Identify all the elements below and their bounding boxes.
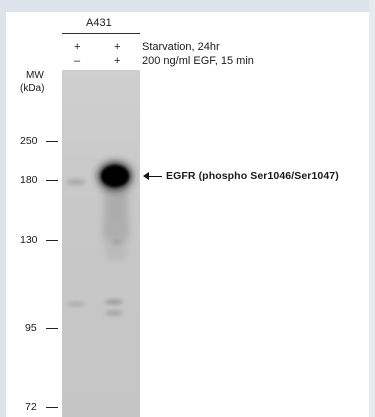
mw-tick-95 bbox=[46, 328, 58, 329]
starvation-condition-label: Starvation, 24hr bbox=[142, 41, 220, 53]
mw-tick-180 bbox=[46, 180, 58, 181]
mw-unit: (kDa) bbox=[20, 83, 45, 94]
egfr-band bbox=[101, 165, 129, 187]
cell-line-underline bbox=[62, 33, 140, 34]
mw-title: MW bbox=[26, 70, 44, 81]
window-right-border bbox=[369, 0, 375, 417]
lane2-band-100b bbox=[105, 310, 123, 316]
mw-marker-95: 95 bbox=[25, 322, 37, 334]
lane1-starvation-sign: + bbox=[74, 41, 81, 53]
western-blot-image bbox=[62, 70, 140, 417]
mw-marker-130: 130 bbox=[20, 234, 38, 246]
left-arrow-icon bbox=[143, 172, 149, 180]
mw-marker-180: 180 bbox=[20, 174, 38, 186]
lane1-egf-sign: – bbox=[74, 55, 81, 67]
mw-tick-72 bbox=[46, 407, 58, 408]
lane1-band-100 bbox=[67, 302, 85, 306]
window-left-border bbox=[0, 0, 6, 417]
lane2-starvation-sign: + bbox=[114, 41, 121, 53]
mw-marker-72: 72 bbox=[25, 401, 37, 413]
arrow-shaft bbox=[148, 176, 162, 177]
lane1-faint-band bbox=[66, 179, 86, 185]
mw-tick-250 bbox=[46, 141, 58, 142]
lane2-band-130 bbox=[112, 240, 122, 244]
cell-line-label: A431 bbox=[86, 17, 112, 29]
lane2-smear-lower bbox=[106, 220, 126, 260]
egf-condition-label: 200 ng/ml EGF, 15 min bbox=[142, 55, 254, 67]
window-top-border bbox=[0, 0, 375, 12]
mw-marker-250: 250 bbox=[20, 135, 38, 147]
lane2-egf-sign: + bbox=[114, 55, 121, 67]
band-label: EGFR (phospho Ser1046/Ser1047) bbox=[166, 170, 339, 182]
lane2-band-100a bbox=[105, 299, 123, 305]
mw-tick-130 bbox=[46, 240, 58, 241]
